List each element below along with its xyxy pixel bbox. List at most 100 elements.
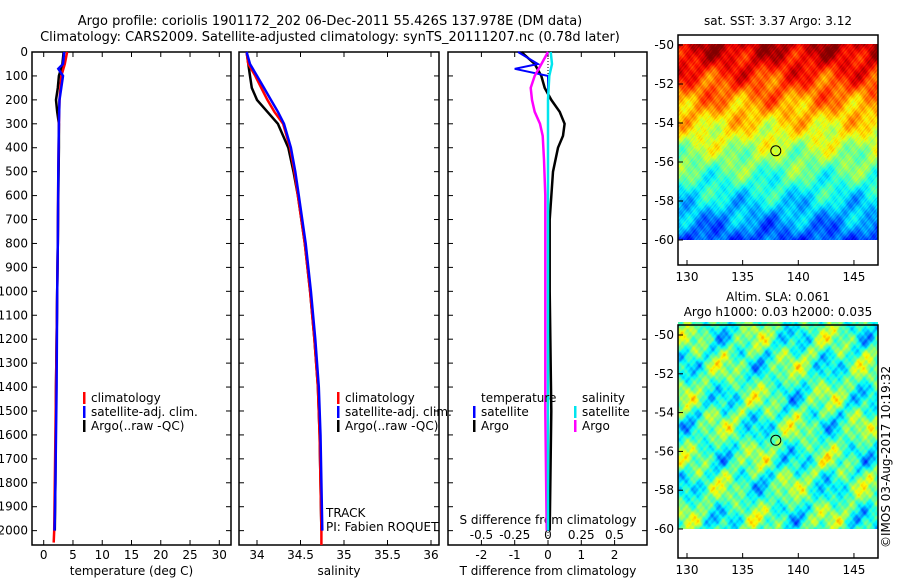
temperature-tick-label: 0 [40, 548, 48, 562]
t-diff-axis-label: T difference from climatology [459, 564, 637, 578]
temperature-tick-label: 25 [182, 548, 197, 562]
depth-tick-label: 800 [5, 236, 28, 250]
lon-tick-label: 140 [787, 563, 810, 577]
title-line-1: Argo profile: coriolis 1901172_202 06-De… [77, 14, 583, 29]
lat-tick-label: -54 [654, 116, 674, 130]
lat-tick-label: -54 [654, 406, 674, 420]
temperature-legend-label: Argo(..raw -QC) [91, 419, 184, 433]
float-annotation: TRACK [325, 506, 367, 520]
lat-tick-label: -58 [654, 194, 674, 208]
salinity-panel-frame [238, 51, 440, 546]
lon-tick-label: 130 [676, 270, 699, 284]
float-annotation: PI: Fabien ROQUET [326, 520, 439, 534]
map-frame [677, 34, 879, 266]
depth-tick-label: 400 [5, 141, 28, 155]
depth-tick-label: 1700 [0, 452, 28, 466]
temperature-tick-label: 10 [95, 548, 110, 562]
temperature-tick-label: 20 [153, 548, 168, 562]
t-diff-tick-label: 2 [611, 548, 619, 562]
depth-tick-label: 300 [5, 117, 28, 131]
s-diff-tick-label: -0.5 [470, 528, 493, 542]
salinity-satellite-line [245, 51, 324, 531]
depth-tick-label: 1100 [0, 308, 28, 322]
s-satellite-diff-line [546, 51, 554, 531]
salinity-legend-swatch [337, 392, 340, 404]
diff-t-legend-swatch [473, 406, 476, 418]
map-title: Argo h1000: 0.03 h2000: 0.035 [684, 305, 873, 319]
t-diff-tick-label: -2 [475, 548, 487, 562]
diff-s-legend-label: Argo [582, 419, 610, 433]
salinity-legend-label: satellite-adj. clim. [345, 405, 452, 419]
title-line-2: Climatology: CARS2009. Satellite-adjuste… [40, 30, 620, 45]
depth-tick-label: 1600 [0, 428, 28, 442]
depth-tick-label: 100 [5, 69, 28, 83]
map-frame [677, 324, 879, 559]
diff-t-legend-swatch [473, 420, 476, 432]
lat-tick-label: -58 [654, 483, 674, 497]
temperature-axis-label: temperature (deg C) [70, 564, 193, 578]
diff-s-legend-swatch [574, 406, 577, 418]
argo-position-marker [770, 145, 782, 157]
depth-tick-label: 1400 [0, 380, 28, 394]
lat-tick-label: -50 [654, 38, 674, 52]
depth-tick-label: 900 [5, 260, 28, 274]
map-title: Altim. SLA: 0.061 [726, 290, 830, 304]
salinity-tick-label: 36 [423, 548, 438, 562]
t-argo-diff-line [520, 51, 566, 531]
temperature-legend-title: temperature [481, 391, 556, 405]
temperature-tick-label: 5 [69, 548, 77, 562]
lat-tick-label: -60 [654, 233, 674, 247]
temperature-legend-swatch [83, 406, 86, 418]
watermark: ©IMOS 03-Aug-2017 10:19:32 [879, 366, 893, 548]
lat-tick-label: -52 [654, 77, 674, 91]
sla-map-image [678, 322, 878, 529]
salinity-tick-label: 34 [249, 548, 264, 562]
salinity-legend-label: climatology [345, 391, 415, 405]
depth-tick-label: 0 [20, 45, 28, 59]
t-diff-tick-label: 1 [577, 548, 585, 562]
depth-tick-label: 600 [5, 189, 28, 203]
depth-tick-label: 500 [5, 165, 28, 179]
s-diff-tick-label: 0.5 [605, 528, 624, 542]
depth-tick-label: 1200 [0, 332, 28, 346]
depth-tick-label: 200 [5, 93, 28, 107]
temperature-legend-label: climatology [91, 391, 161, 405]
lat-tick-label: -52 [654, 367, 674, 381]
lon-tick-label: 135 [731, 563, 754, 577]
temperature-legend-swatch [83, 392, 86, 404]
lon-tick-label: 135 [731, 270, 754, 284]
lon-tick-label: 130 [676, 563, 699, 577]
t-diff-tick-label: 0 [544, 548, 552, 562]
salinity-tick-label: 35 [336, 548, 351, 562]
temperature-tick-label: 30 [212, 548, 227, 562]
temperature-legend-label: satellite-adj. clim. [91, 405, 198, 419]
s-argo-diff-line [529, 51, 550, 531]
depth-tick-label: 1300 [0, 356, 28, 370]
salinity-legend-label: Argo(..raw -QC) [345, 419, 438, 433]
salinity-legend-title: salinity [582, 391, 625, 405]
salinity-legend-swatch [337, 406, 340, 418]
salinity-axis-label: salinity [317, 564, 360, 578]
t-diff-tick-label: -1 [509, 548, 521, 562]
s-diff-tick-label: 0.25 [568, 528, 595, 542]
diff-s-legend-label: satellite [582, 405, 630, 419]
diff-s-legend-swatch [574, 420, 577, 432]
map-title: sat. SST: 3.37 Argo: 3.12 [704, 14, 852, 28]
lat-tick-label: -50 [654, 328, 674, 342]
diff-t-legend-label: Argo [481, 419, 509, 433]
lat-tick-label: -60 [654, 522, 674, 536]
temperature-legend-swatch [83, 420, 86, 432]
salinity-tick-label: 34.5 [287, 548, 314, 562]
depth-tick-label: 1900 [0, 500, 28, 514]
s-diff-tick-label: -0.25 [499, 528, 530, 542]
lat-tick-label: -56 [654, 444, 674, 458]
lon-tick-label: 140 [787, 270, 810, 284]
diff-t-legend-label: satellite [481, 405, 529, 419]
depth-tick-label: 1500 [0, 404, 28, 418]
depth-tick-label: 1800 [0, 476, 28, 490]
argo-position-marker [770, 434, 782, 446]
temperature-satellite-line [53, 51, 66, 531]
